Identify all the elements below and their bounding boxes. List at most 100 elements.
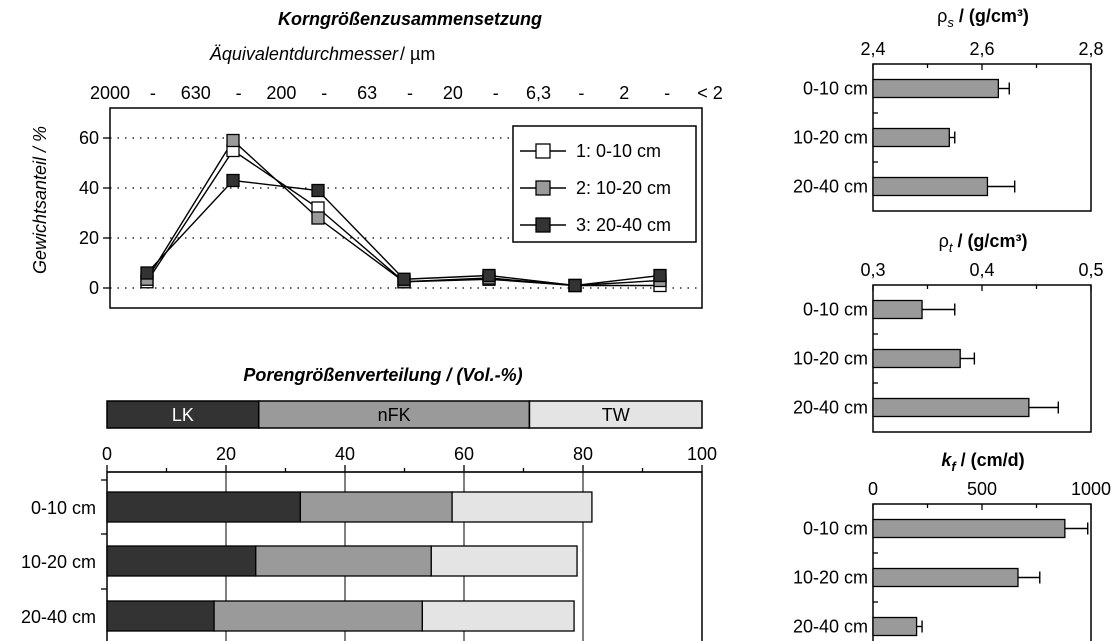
chart2-x-tick-label: 60 [454, 444, 474, 464]
chart1-data-point [226, 173, 240, 188]
chart1-legend-label: 1: 0-10 cm [576, 141, 661, 161]
chart2-category-label: 10-20 cm [21, 552, 96, 572]
chart5-title: kf / (cm/d) [941, 450, 1024, 474]
chart3-x-tick-label: 2,6 [969, 39, 994, 59]
chart5-bar [872, 567, 1019, 588]
chart4-x-tick-label: 0,5 [1078, 260, 1103, 280]
chart1-top-tick-label: - [407, 83, 413, 103]
chart2-category-label: 0-10 cm [31, 498, 96, 518]
chart4-x-tick-label: 0,4 [969, 260, 994, 280]
chart2-x-tick-label: 100 [687, 444, 717, 464]
chart1-data-point [226, 133, 240, 148]
chart5-category-label: 10-20 cm [793, 568, 868, 588]
chart2-legend-label: TW [602, 405, 630, 425]
chart1-data-point [311, 211, 325, 225]
chart1-data-point [397, 272, 411, 286]
chart5-title-symbol: k [941, 450, 952, 470]
chart3-x-tick-label: 2,8 [1078, 39, 1103, 59]
chart1-top-tick-label: 200 [266, 83, 296, 103]
chart5-title-unit: / (cm/d) [956, 450, 1025, 470]
chart1-y-tick-label: 0 [89, 278, 99, 298]
chart2-bar-segment [213, 600, 424, 632]
chart1-data-point [140, 266, 154, 280]
chart4-bar [872, 397, 1030, 418]
chart3-title-symbol: ρ [937, 6, 947, 26]
chart3-x-tick-label: 2,4 [860, 39, 885, 59]
chart1-legend-marker [535, 217, 551, 233]
chart2-bar-segment [430, 545, 578, 577]
chart3-category-label: 10-20 cm [793, 128, 868, 148]
chart4-title-symbol: ρ [939, 231, 949, 251]
chart2-bar-segment [299, 491, 453, 523]
chart1-top-tick-label: 2 [619, 83, 629, 103]
chart3-category-label: 20-40 cm [793, 177, 868, 197]
chart4-bar [872, 348, 961, 369]
chart2-bar-segment [106, 491, 302, 523]
chart2-bar-segment [421, 600, 575, 632]
particle-size-chart: Korngrößenzusammensetzung Äquivalentdurc… [30, 9, 723, 309]
chart5-x-tick-label: 500 [967, 479, 997, 499]
chart2-legend-segment [257, 400, 531, 429]
chart1-top-tick-label: 630 [181, 83, 211, 103]
chart1-data-point [482, 268, 496, 283]
pore-size-chart: Porengrößenverteilung / (Vol.-%) LK nFK TW… [21, 365, 717, 641]
chart2-bar-segment [106, 545, 257, 577]
chart3-bar [872, 127, 950, 148]
chart1-y-tick-label: 60 [79, 128, 99, 148]
chart2-category-label: 20-40 cm [21, 607, 96, 627]
chart5-x-tick-label: 0 [868, 479, 878, 499]
chart5-category-label: 0-10 cm [803, 519, 868, 539]
chart2-title: Porengrößenverteilung / (Vol.-%) [243, 365, 522, 385]
chart1-top-tick-label: 6,3 [526, 83, 551, 103]
chart2-legend-label: nFK [378, 405, 411, 425]
chart1-legend: 1: 0-10 cm 2: 10-20 cm 3: 20-40 cm [512, 125, 697, 243]
chart3-bar [872, 78, 999, 99]
chart1-xlabel-main: Äquivalentdurchmesser [209, 44, 399, 64]
chart4-x-tick-label: 0,3 [860, 260, 885, 280]
chart2-title-text: Porengrößenverteilung / (Vol.-%) [243, 365, 522, 385]
chart1-ylabel: Gewichtsanteil / % [30, 126, 50, 274]
chart1-data-point [653, 268, 667, 283]
chart3-category-label: 0-10 cm [803, 79, 868, 99]
chart2-bars: 0-10 cm 10-20 cm 20-40 cm [21, 479, 593, 632]
chart1-y-ticks: 0 20 40 60 [79, 128, 110, 298]
chart2-bar-segment [255, 545, 432, 577]
chart1-data-point [311, 183, 325, 198]
chart1-xlabel-unit: / µm [400, 44, 435, 64]
chart1-series [140, 133, 667, 293]
chart1-top-tick-label: - [664, 83, 670, 103]
chart1-data-point [568, 278, 582, 293]
chart4-bar [872, 299, 923, 320]
chart1-top-tick-label: 2000 [90, 83, 130, 103]
chart3-title-subscript: s [947, 15, 954, 30]
chart3-bar [872, 176, 989, 197]
chart4-category-label: 10-20 cm [793, 349, 868, 369]
chart1-y-tick-label: 40 [79, 178, 99, 198]
chart5-bar [872, 518, 1066, 539]
chart5-bar [872, 616, 918, 637]
chart2-x-tick-label: 80 [573, 444, 593, 464]
chart2-legend-label: LK [172, 405, 194, 425]
chart3-title: ρs / (g/cm³) [937, 6, 1029, 30]
chart2-legend-segment [528, 400, 703, 429]
rho-s-chart: ρs / (g/cm³) 2,4 2,6 2,8 0-10 cm 10-20 cm 20-4… [793, 6, 1104, 212]
chart2-x-tick-label: 0 [102, 444, 112, 464]
chart1-top-tick-label: 63 [357, 83, 377, 103]
chart1-top-tick-label: < 2 [697, 83, 723, 103]
kf-chart: kf / (cm/d) 0 500 1000 0-10 cm 10-20 cm 20-40 … [793, 450, 1111, 641]
chart1-legend-marker [535, 180, 551, 196]
chart2-bar-segment [451, 491, 593, 523]
chart2-bar-segment [106, 600, 215, 632]
chart1-top-tick-label: - [150, 83, 156, 103]
chart2-x-tick-label: 20 [216, 444, 236, 464]
rho-t-chart: ρt / (g/cm³) 0,3 0,4 0,5 0-10 cm 10-20 cm 20-4… [793, 231, 1104, 433]
chart2-legend-bar: LK nFK TW [106, 400, 703, 429]
chart1-plot-frame [109, 107, 703, 309]
chart5-x-tick-label: 1000 [1071, 479, 1111, 499]
chart1-top-tick-label: - [578, 83, 584, 103]
chart1-top-tick-label: - [321, 83, 327, 103]
chart1-xlabel-italic: Äquivalentdurchmesser [209, 44, 399, 64]
chart2-x-tick-label: 40 [335, 444, 355, 464]
chart1-y-tick-label: 20 [79, 228, 99, 248]
